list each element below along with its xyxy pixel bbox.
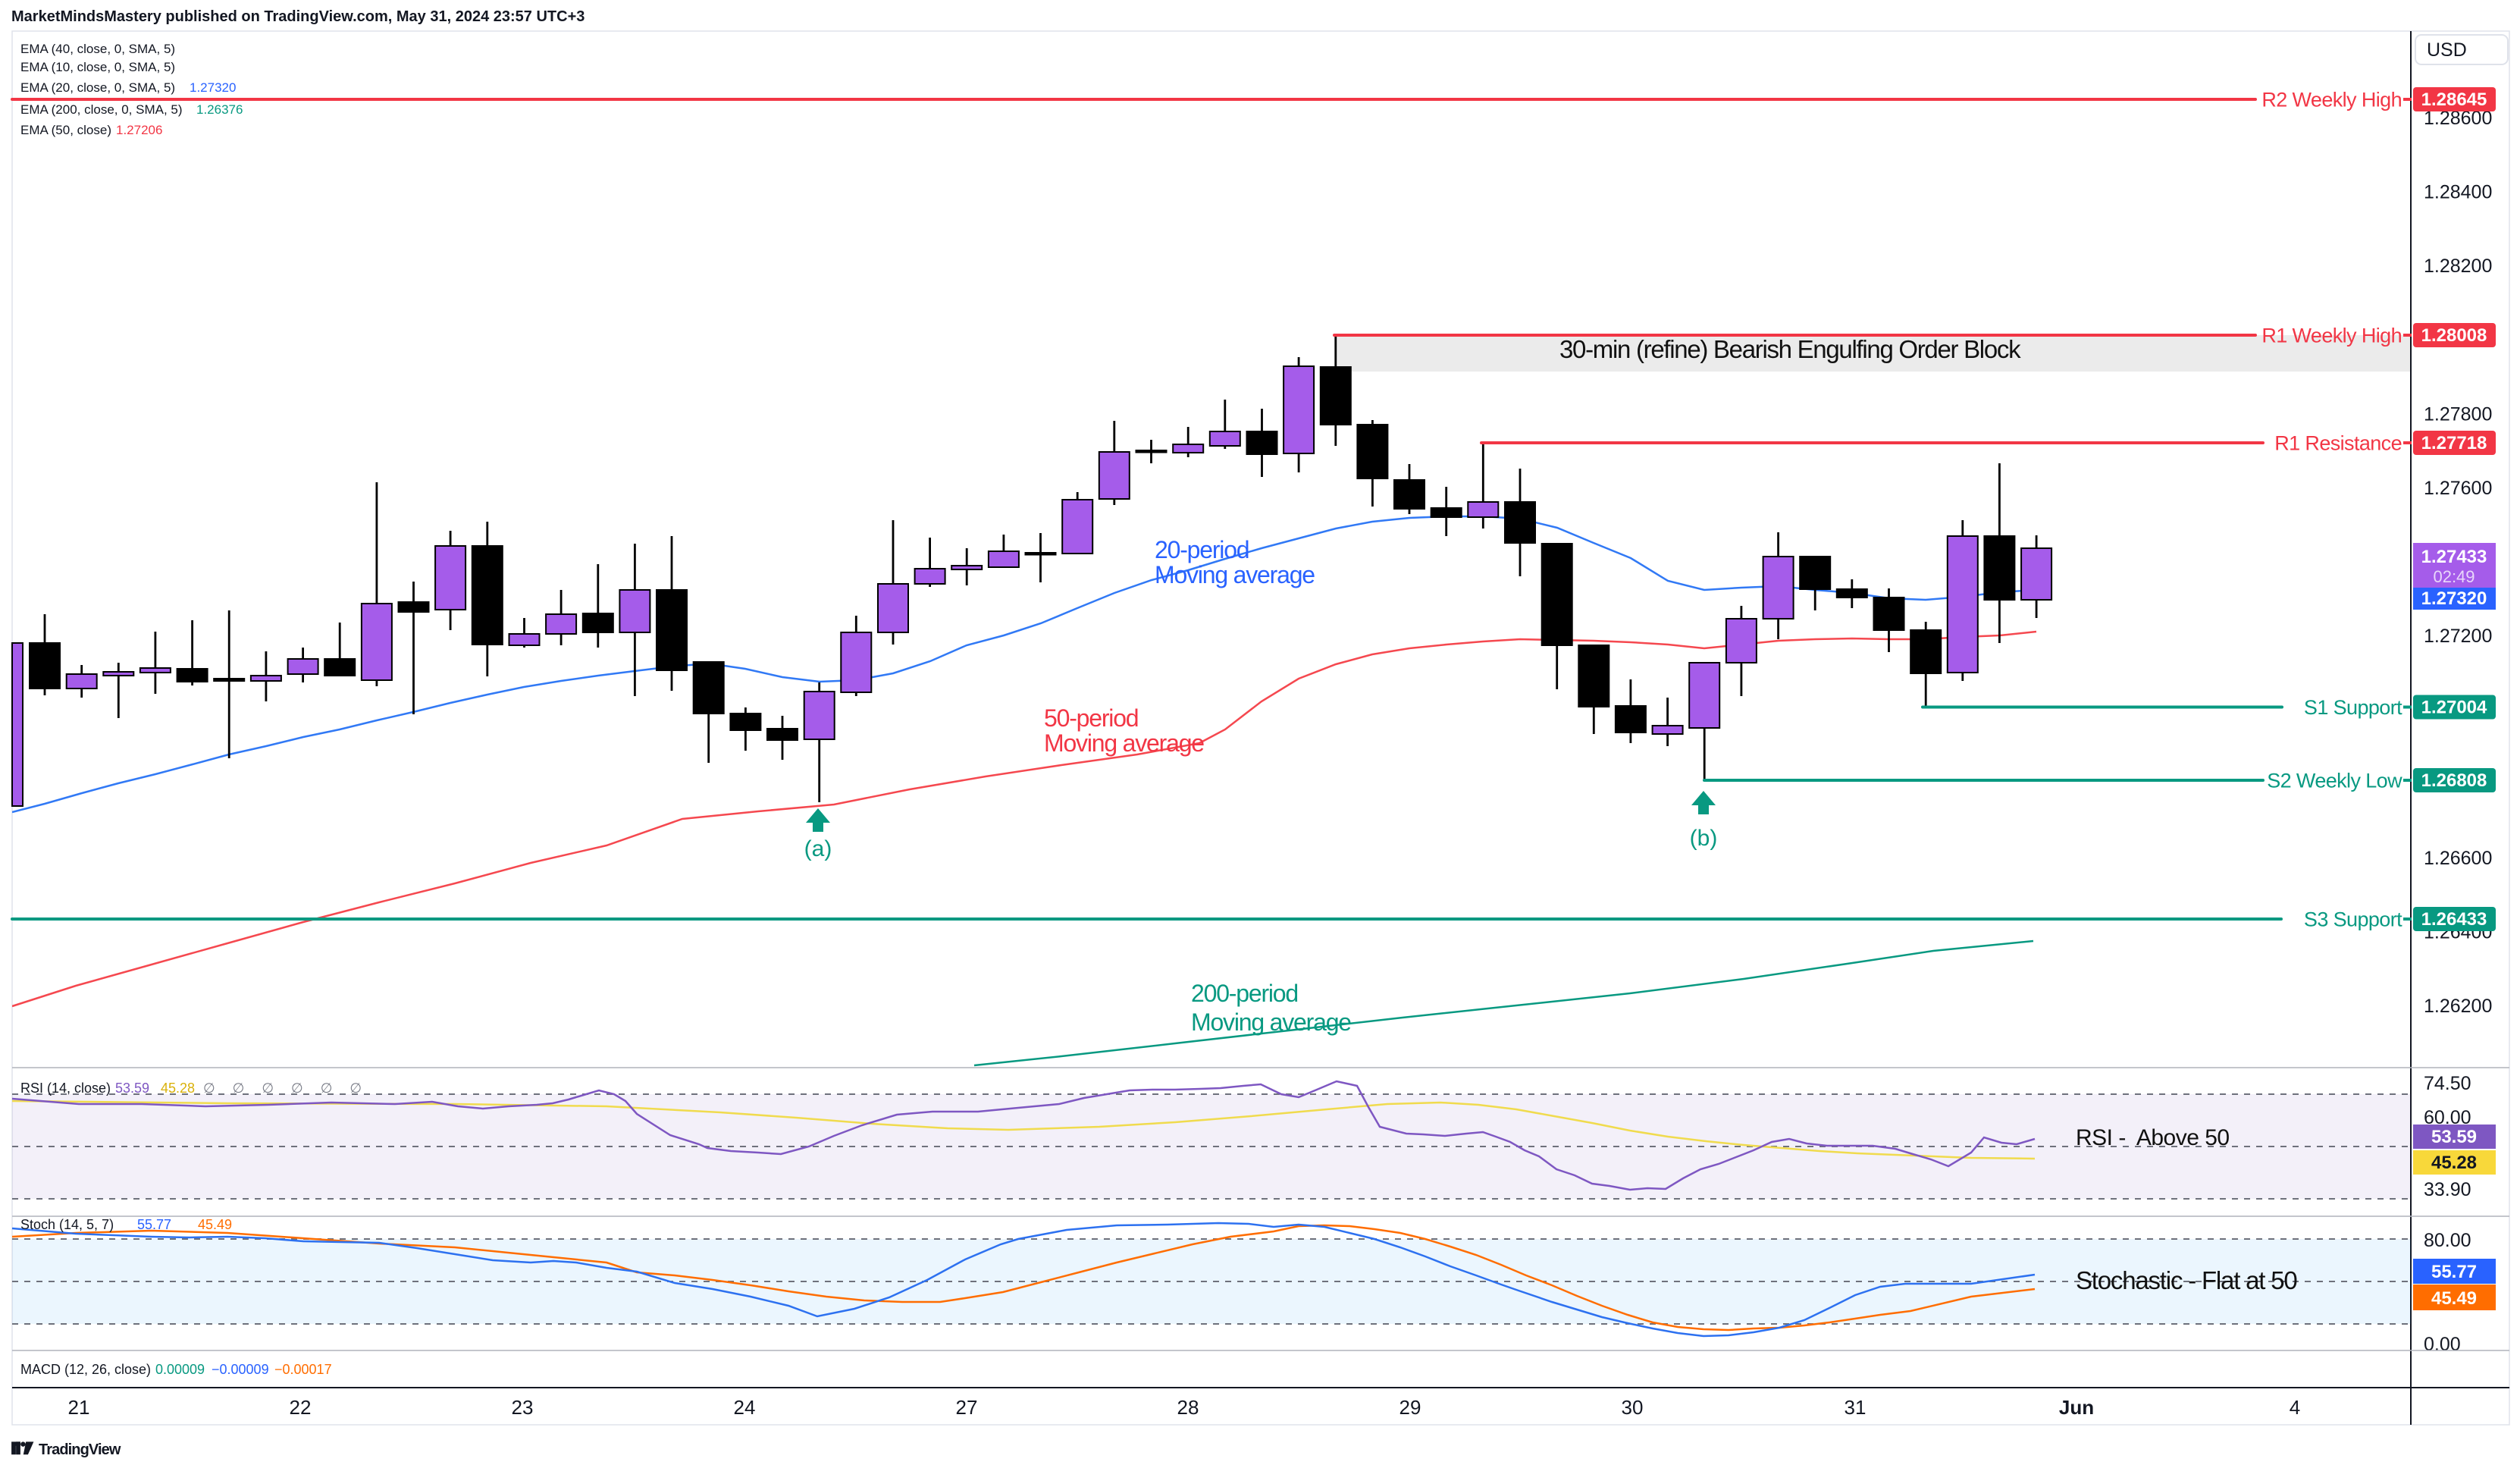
svg-text:Stochastic - Flat at 50: Stochastic - Flat at 50 [2076, 1266, 2297, 1294]
svg-text:R1 Resistance: R1 Resistance [2274, 432, 2402, 455]
svg-text:20-period: 20-period [1155, 536, 1249, 563]
svg-text:22: 22 [290, 1396, 312, 1419]
svg-text:33.90: 33.90 [2424, 1179, 2471, 1200]
svg-text:31: 31 [1845, 1396, 1866, 1419]
svg-text:0.00009: 0.00009 [155, 1362, 205, 1377]
svg-text:TradingView: TradingView [39, 1441, 121, 1458]
svg-text:(b): (b) [1690, 826, 1718, 851]
svg-text:−0.00017: −0.00017 [274, 1362, 332, 1377]
svg-text:53.59: 53.59 [2431, 1127, 2477, 1147]
svg-text:MarketMindsMastery published o: MarketMindsMastery published on TradingV… [11, 8, 585, 25]
svg-text:1.27800: 1.27800 [2424, 403, 2492, 425]
svg-text:1.27600: 1.27600 [2424, 478, 2492, 499]
svg-text:1.28400: 1.28400 [2424, 182, 2492, 203]
svg-text:RSI - Above 50: RSI - Above 50 [2076, 1125, 2230, 1150]
svg-text:EMA (200, close, 0, SMA, 5): EMA (200, close, 0, SMA, 5) [20, 102, 183, 117]
svg-text:30: 30 [1622, 1396, 1644, 1419]
svg-text:S1 Support: S1 Support [2304, 696, 2402, 719]
svg-text:28: 28 [1177, 1396, 1199, 1419]
svg-text:1.27004: 1.27004 [2421, 698, 2487, 718]
svg-text:1.27718: 1.27718 [2421, 433, 2487, 453]
svg-text:1.27200: 1.27200 [2424, 626, 2492, 647]
svg-text:27: 27 [956, 1396, 978, 1419]
svg-text:53.59: 53.59 [115, 1081, 149, 1096]
svg-text:EMA (50, close): EMA (50, close) [20, 123, 111, 137]
svg-text:USD: USD [2427, 39, 2467, 61]
svg-text:74.50: 74.50 [2424, 1073, 2471, 1094]
svg-text:1.27320: 1.27320 [2421, 588, 2487, 609]
svg-text:23: 23 [512, 1396, 534, 1419]
svg-text:50-period: 50-period [1044, 704, 1138, 732]
svg-text:R2 Weekly High: R2 Weekly High [2261, 89, 2402, 111]
svg-text:1.27206: 1.27206 [116, 123, 162, 137]
svg-text:45.28: 45.28 [2431, 1153, 2477, 1173]
svg-text:02:49: 02:49 [2433, 567, 2475, 586]
svg-text:0.00: 0.00 [2424, 1334, 2461, 1355]
svg-text:30-min (refine) Bearish Engulf: 30-min (refine) Bearish Engulfing Order … [1559, 335, 2021, 363]
svg-text:Moving average: Moving average [1191, 1008, 1351, 1036]
svg-text:(a): (a) [804, 836, 832, 861]
svg-text:Moving average: Moving average [1044, 729, 1204, 757]
svg-text:45.49: 45.49 [2431, 1288, 2477, 1309]
svg-text:EMA (20, close, 0, SMA, 5): EMA (20, close, 0, SMA, 5) [20, 80, 175, 95]
svg-text:1.28008: 1.28008 [2421, 325, 2487, 346]
svg-text:R1 Weekly High: R1 Weekly High [2261, 325, 2402, 347]
svg-text:Stoch (14, 5, 7): Stoch (14, 5, 7) [20, 1217, 114, 1232]
svg-text:21: 21 [68, 1396, 90, 1419]
svg-text:EMA (40, close, 0, SMA, 5): EMA (40, close, 0, SMA, 5) [20, 42, 175, 56]
svg-text:S3 Support: S3 Support [2304, 908, 2402, 931]
svg-text:1.27433: 1.27433 [2421, 547, 2487, 567]
svg-text:RSI (14, close): RSI (14, close) [20, 1081, 111, 1096]
svg-text:1.28645: 1.28645 [2421, 89, 2487, 110]
svg-text:4: 4 [2290, 1396, 2300, 1419]
svg-text:24: 24 [734, 1396, 756, 1419]
svg-text:1.26200: 1.26200 [2424, 996, 2492, 1017]
svg-text:S2 Weekly Low: S2 Weekly Low [2267, 770, 2402, 792]
svg-text:Moving average: Moving average [1155, 561, 1315, 588]
svg-text:−0.00009: −0.00009 [212, 1362, 269, 1377]
svg-text:Jun: Jun [2059, 1396, 2094, 1419]
svg-text:∅ ∅ ∅ ∅ ∅ ∅: ∅ ∅ ∅ ∅ ∅ ∅ [203, 1081, 368, 1096]
svg-text:1.26600: 1.26600 [2424, 848, 2492, 869]
svg-text:EMA (10, close, 0, SMA, 5): EMA (10, close, 0, SMA, 5) [20, 60, 175, 74]
svg-text:1.28200: 1.28200 [2424, 256, 2492, 277]
svg-text:1.26433: 1.26433 [2421, 909, 2487, 930]
svg-text:MACD (12, 26, close): MACD (12, 26, close) [20, 1362, 151, 1377]
svg-text:200-period: 200-period [1191, 980, 1298, 1007]
svg-text:55.77: 55.77 [2431, 1262, 2477, 1282]
svg-text:45.28: 45.28 [161, 1081, 195, 1096]
svg-text:1.26808: 1.26808 [2421, 770, 2487, 791]
svg-text:80.00: 80.00 [2424, 1230, 2471, 1251]
svg-text:1.26376: 1.26376 [196, 102, 243, 117]
svg-text:45.49: 45.49 [198, 1217, 232, 1232]
svg-text:1.27320: 1.27320 [190, 80, 236, 95]
svg-text:29: 29 [1399, 1396, 1421, 1419]
svg-text:55.77: 55.77 [137, 1217, 171, 1232]
